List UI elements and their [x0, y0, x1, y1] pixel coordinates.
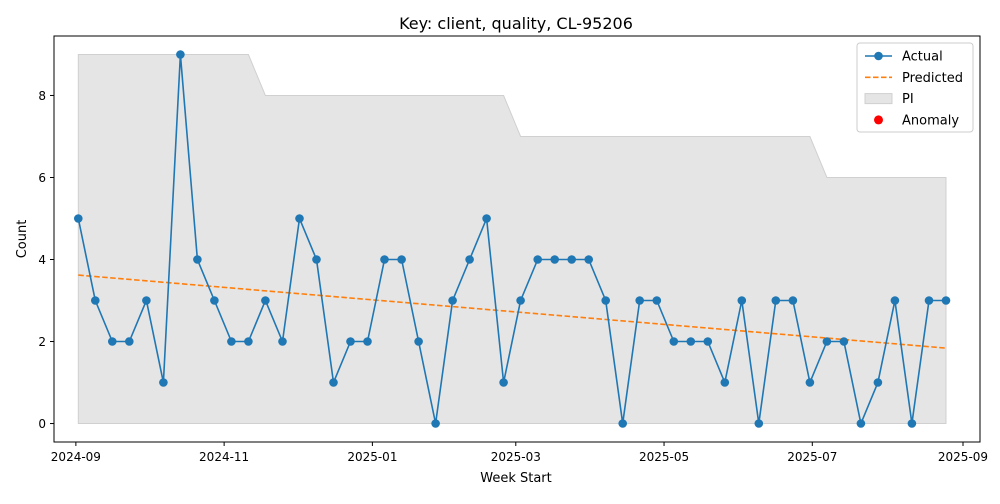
actual-point [414, 337, 423, 346]
actual-point [465, 255, 474, 264]
legend-label: PI [902, 92, 914, 107]
x-axis-label: Week Start [480, 471, 552, 486]
x-tick-label: 2024-11 [199, 450, 249, 464]
actual-point [652, 296, 662, 305]
actual-point [635, 296, 644, 305]
actual-point [720, 378, 730, 387]
actual-point [278, 337, 287, 346]
actual-point [227, 337, 236, 346]
actual-point [516, 296, 525, 305]
actual-point [176, 50, 185, 59]
x-tick-label: 2025-01 [347, 450, 397, 464]
x-tick-label: 2025-03 [491, 450, 541, 464]
actual-point [193, 255, 202, 264]
actual-point [584, 255, 593, 264]
actual-point [312, 255, 321, 264]
x-tick-label: 2024-09 [51, 450, 101, 464]
actual-point [380, 255, 389, 264]
actual-point [788, 296, 798, 305]
x-axis: 2024-09 2024-11 2025-01 2025-03 2025-05 2025-… [51, 442, 988, 464]
plot-area [74, 50, 951, 428]
y-axis: 0 2 4 6 8 [38, 89, 54, 431]
legend-anomaly-marker [874, 115, 883, 125]
actual-point [346, 337, 355, 346]
prediction-interval-band [77, 54, 947, 424]
actual-point [329, 378, 338, 387]
y-axis-label: Count [15, 220, 30, 259]
actual-point [567, 255, 576, 264]
actual-point [618, 419, 627, 428]
actual-point [74, 214, 83, 223]
x-tick-label: 2025-05 [639, 450, 689, 464]
legend-box [856, 42, 974, 133]
y-tick-label: 2 [38, 335, 46, 349]
actual-point [533, 255, 542, 264]
y-tick-label: 6 [38, 171, 46, 185]
actual-point [108, 337, 117, 346]
actual-point [125, 337, 134, 346]
actual-point [550, 255, 559, 264]
actual-point [431, 419, 440, 428]
y-tick-label: 0 [38, 417, 46, 431]
legend-pi-patch [864, 93, 893, 105]
legend-label: Actual [902, 50, 943, 65]
actual-point [363, 337, 372, 346]
legend: Actual Predicted PI Anomaly [856, 42, 974, 133]
actual-point [805, 378, 815, 387]
plot-frame [53, 35, 981, 443]
actual-point [244, 337, 253, 346]
actual-point [397, 255, 406, 264]
actual-point [482, 214, 491, 223]
actual-point [890, 296, 900, 305]
actual-point [703, 337, 713, 346]
actual-point [448, 296, 457, 305]
actual-point [159, 378, 168, 387]
actual-point [856, 419, 866, 428]
actual-point [839, 337, 849, 346]
x-tick-label: 2025-09 [938, 450, 988, 464]
legend-label: Predicted [902, 71, 963, 86]
legend-label: Anomaly [902, 113, 959, 128]
actual-point [907, 419, 917, 428]
legend-actual-marker [874, 51, 883, 61]
actual-point [295, 214, 304, 223]
actual-point [499, 378, 508, 387]
actual-point [686, 337, 696, 346]
actual-point [737, 296, 747, 305]
y-tick-label: 8 [38, 89, 46, 103]
chart-title: Key: client, quality, CL-95206 [399, 14, 633, 33]
actual-point [669, 337, 679, 346]
actual-point [261, 296, 270, 305]
actual-point [771, 296, 781, 305]
actual-point [601, 296, 610, 305]
actual-point [754, 419, 764, 428]
actual-point [873, 378, 883, 387]
actual-point [941, 296, 951, 305]
actual-point [822, 337, 832, 346]
predicted-line [78, 274, 947, 349]
actual-point [91, 296, 100, 305]
actual-point [142, 296, 151, 305]
actual-point [210, 296, 219, 305]
actual-line [77, 54, 946, 427]
y-tick-label: 4 [38, 253, 46, 267]
x-tick-label: 2025-07 [787, 450, 837, 464]
actual-point [924, 296, 934, 305]
